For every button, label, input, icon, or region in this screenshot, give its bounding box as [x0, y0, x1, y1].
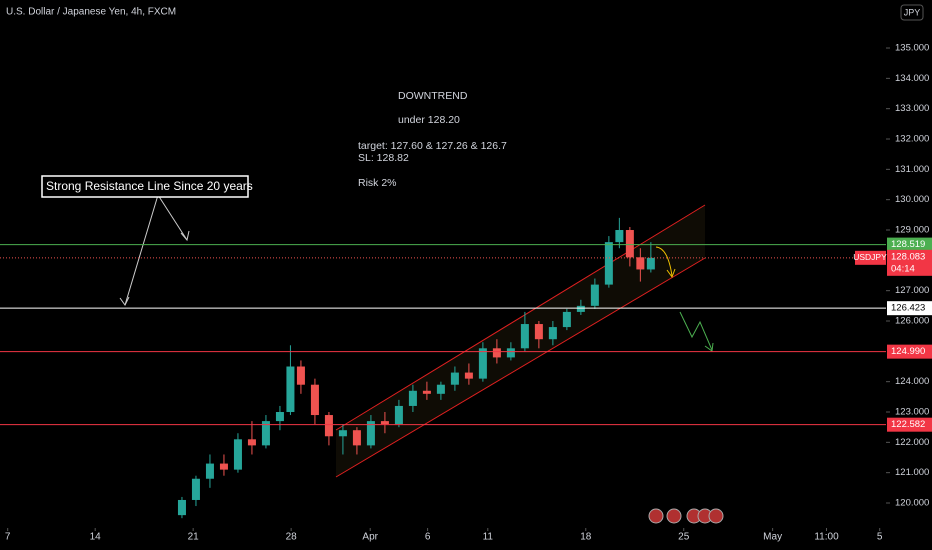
annotation-arrows: [124, 194, 188, 306]
yellow-arrow: [655, 246, 673, 277]
candle-body: [296, 366, 305, 385]
candle-body: [450, 372, 459, 385]
x-tick-label: Apr: [362, 532, 378, 543]
x-tick-label: 5: [877, 532, 883, 543]
y-tick-label: 135.000: [895, 43, 929, 54]
candle-body: [576, 305, 585, 312]
price-tag: [887, 417, 932, 432]
x-tick-label: May: [763, 532, 782, 543]
candle-body: [408, 390, 417, 406]
candle-body: [562, 311, 571, 328]
y-tick-label: 120.000: [895, 498, 929, 509]
candle-body: [506, 348, 515, 358]
candle-body: [646, 257, 655, 270]
y-tick-label: 131.000: [895, 164, 929, 175]
candle-body: [219, 463, 228, 470]
x-tick-label: 7: [5, 532, 11, 543]
channel-upper: [335, 204, 706, 431]
countdown: 04:14: [891, 263, 915, 274]
candle-body: [191, 478, 200, 500]
candle-body: [478, 348, 487, 379]
candle-body: [177, 499, 186, 516]
x-tick-label: 11:00: [814, 532, 839, 543]
x-tick-label: 11: [483, 532, 494, 543]
y-tick-label: 122.000: [895, 437, 929, 448]
annotation: SL: 128.82: [358, 152, 409, 164]
candle-body: [247, 439, 256, 446]
resistance-box: [41, 175, 249, 198]
annotation: target: 127.60 & 127.26 & 126.7: [358, 140, 507, 152]
badge[interactable]: [648, 508, 664, 524]
current-price-label: 128.083: [891, 251, 925, 262]
candle-body: [205, 463, 214, 479]
green-arrow-head: [704, 342, 714, 352]
candle-body: [590, 284, 599, 306]
y-tick-label: 129.000: [895, 225, 929, 236]
currency-button-label[interactable]: JPY: [904, 7, 921, 17]
price-tag-label: 128.519: [891, 239, 925, 250]
yellow-arrow-head: [666, 268, 676, 279]
candle-body: [394, 405, 403, 425]
candle-body: [275, 412, 284, 422]
annotation: Strong Resistance Line Since 20 years: [46, 179, 253, 193]
y-tick-label: 133.000: [895, 103, 929, 114]
candle-body: [520, 324, 529, 349]
x-tick-label: 28: [286, 532, 298, 543]
candle-body: [625, 230, 634, 258]
y-tick-label: 132.000: [895, 134, 929, 145]
arrow-heads: [119, 230, 190, 306]
chart-title: U.S. Dollar / Japanese Yen, 4h, FXCM: [6, 7, 176, 18]
badge[interactable]: [708, 508, 724, 524]
candle-body: [380, 421, 389, 425]
x-tick-label: 21: [188, 532, 200, 543]
candle-body: [310, 384, 319, 416]
symbol-tag: [855, 250, 886, 265]
y-tick-label: 130.000: [895, 194, 929, 205]
symbol-label: USDJPY: [853, 252, 887, 262]
candle-body: [615, 230, 624, 243]
y-tick-label: 134.000: [895, 73, 929, 84]
x-tick-label: 25: [678, 532, 690, 543]
channel-lower: [335, 257, 706, 478]
x-tick-label: 6: [425, 532, 431, 543]
x-tick-label: 18: [580, 532, 592, 543]
candle-body: [636, 257, 645, 270]
price-tag-label: 126.423: [891, 303, 925, 314]
price-tag: [887, 237, 932, 252]
candle-body: [464, 372, 473, 379]
y-tick-label: 127.000: [895, 285, 929, 296]
candle-body: [604, 242, 613, 285]
candle-body: [436, 384, 445, 394]
annotation: DOWNTREND: [398, 90, 468, 102]
current-price-tag: [887, 249, 932, 276]
y-tick-label: 126.000: [895, 316, 929, 327]
candle-body: [548, 327, 557, 340]
price-tag-label: 124.990: [891, 346, 925, 357]
currency-button[interactable]: [900, 4, 924, 21]
candle-body: [261, 421, 270, 446]
green-arrow: [679, 311, 713, 351]
price-tag: [887, 344, 932, 359]
annotation: under 128.20: [398, 114, 460, 126]
badge[interactable]: [666, 508, 682, 524]
x-tick-label: 14: [90, 532, 102, 543]
candle-body: [366, 421, 375, 446]
candle-body: [492, 348, 501, 358]
candle-body: [338, 430, 347, 437]
price-tag: [887, 301, 932, 316]
annotation: Risk 2%: [358, 177, 397, 189]
y-tick-label: 123.000: [895, 407, 929, 418]
y-tick-label: 121.000: [895, 467, 929, 478]
candle-body: [324, 415, 333, 437]
candle-body: [352, 430, 361, 446]
candle-body: [422, 390, 431, 394]
price-tag-label: 122.582: [891, 419, 925, 430]
candle-body: [286, 366, 295, 413]
event-badges[interactable]: [648, 508, 724, 524]
candle-body: [534, 324, 543, 340]
y-tick-label: 124.000: [895, 376, 929, 387]
candle-body: [233, 439, 242, 470]
